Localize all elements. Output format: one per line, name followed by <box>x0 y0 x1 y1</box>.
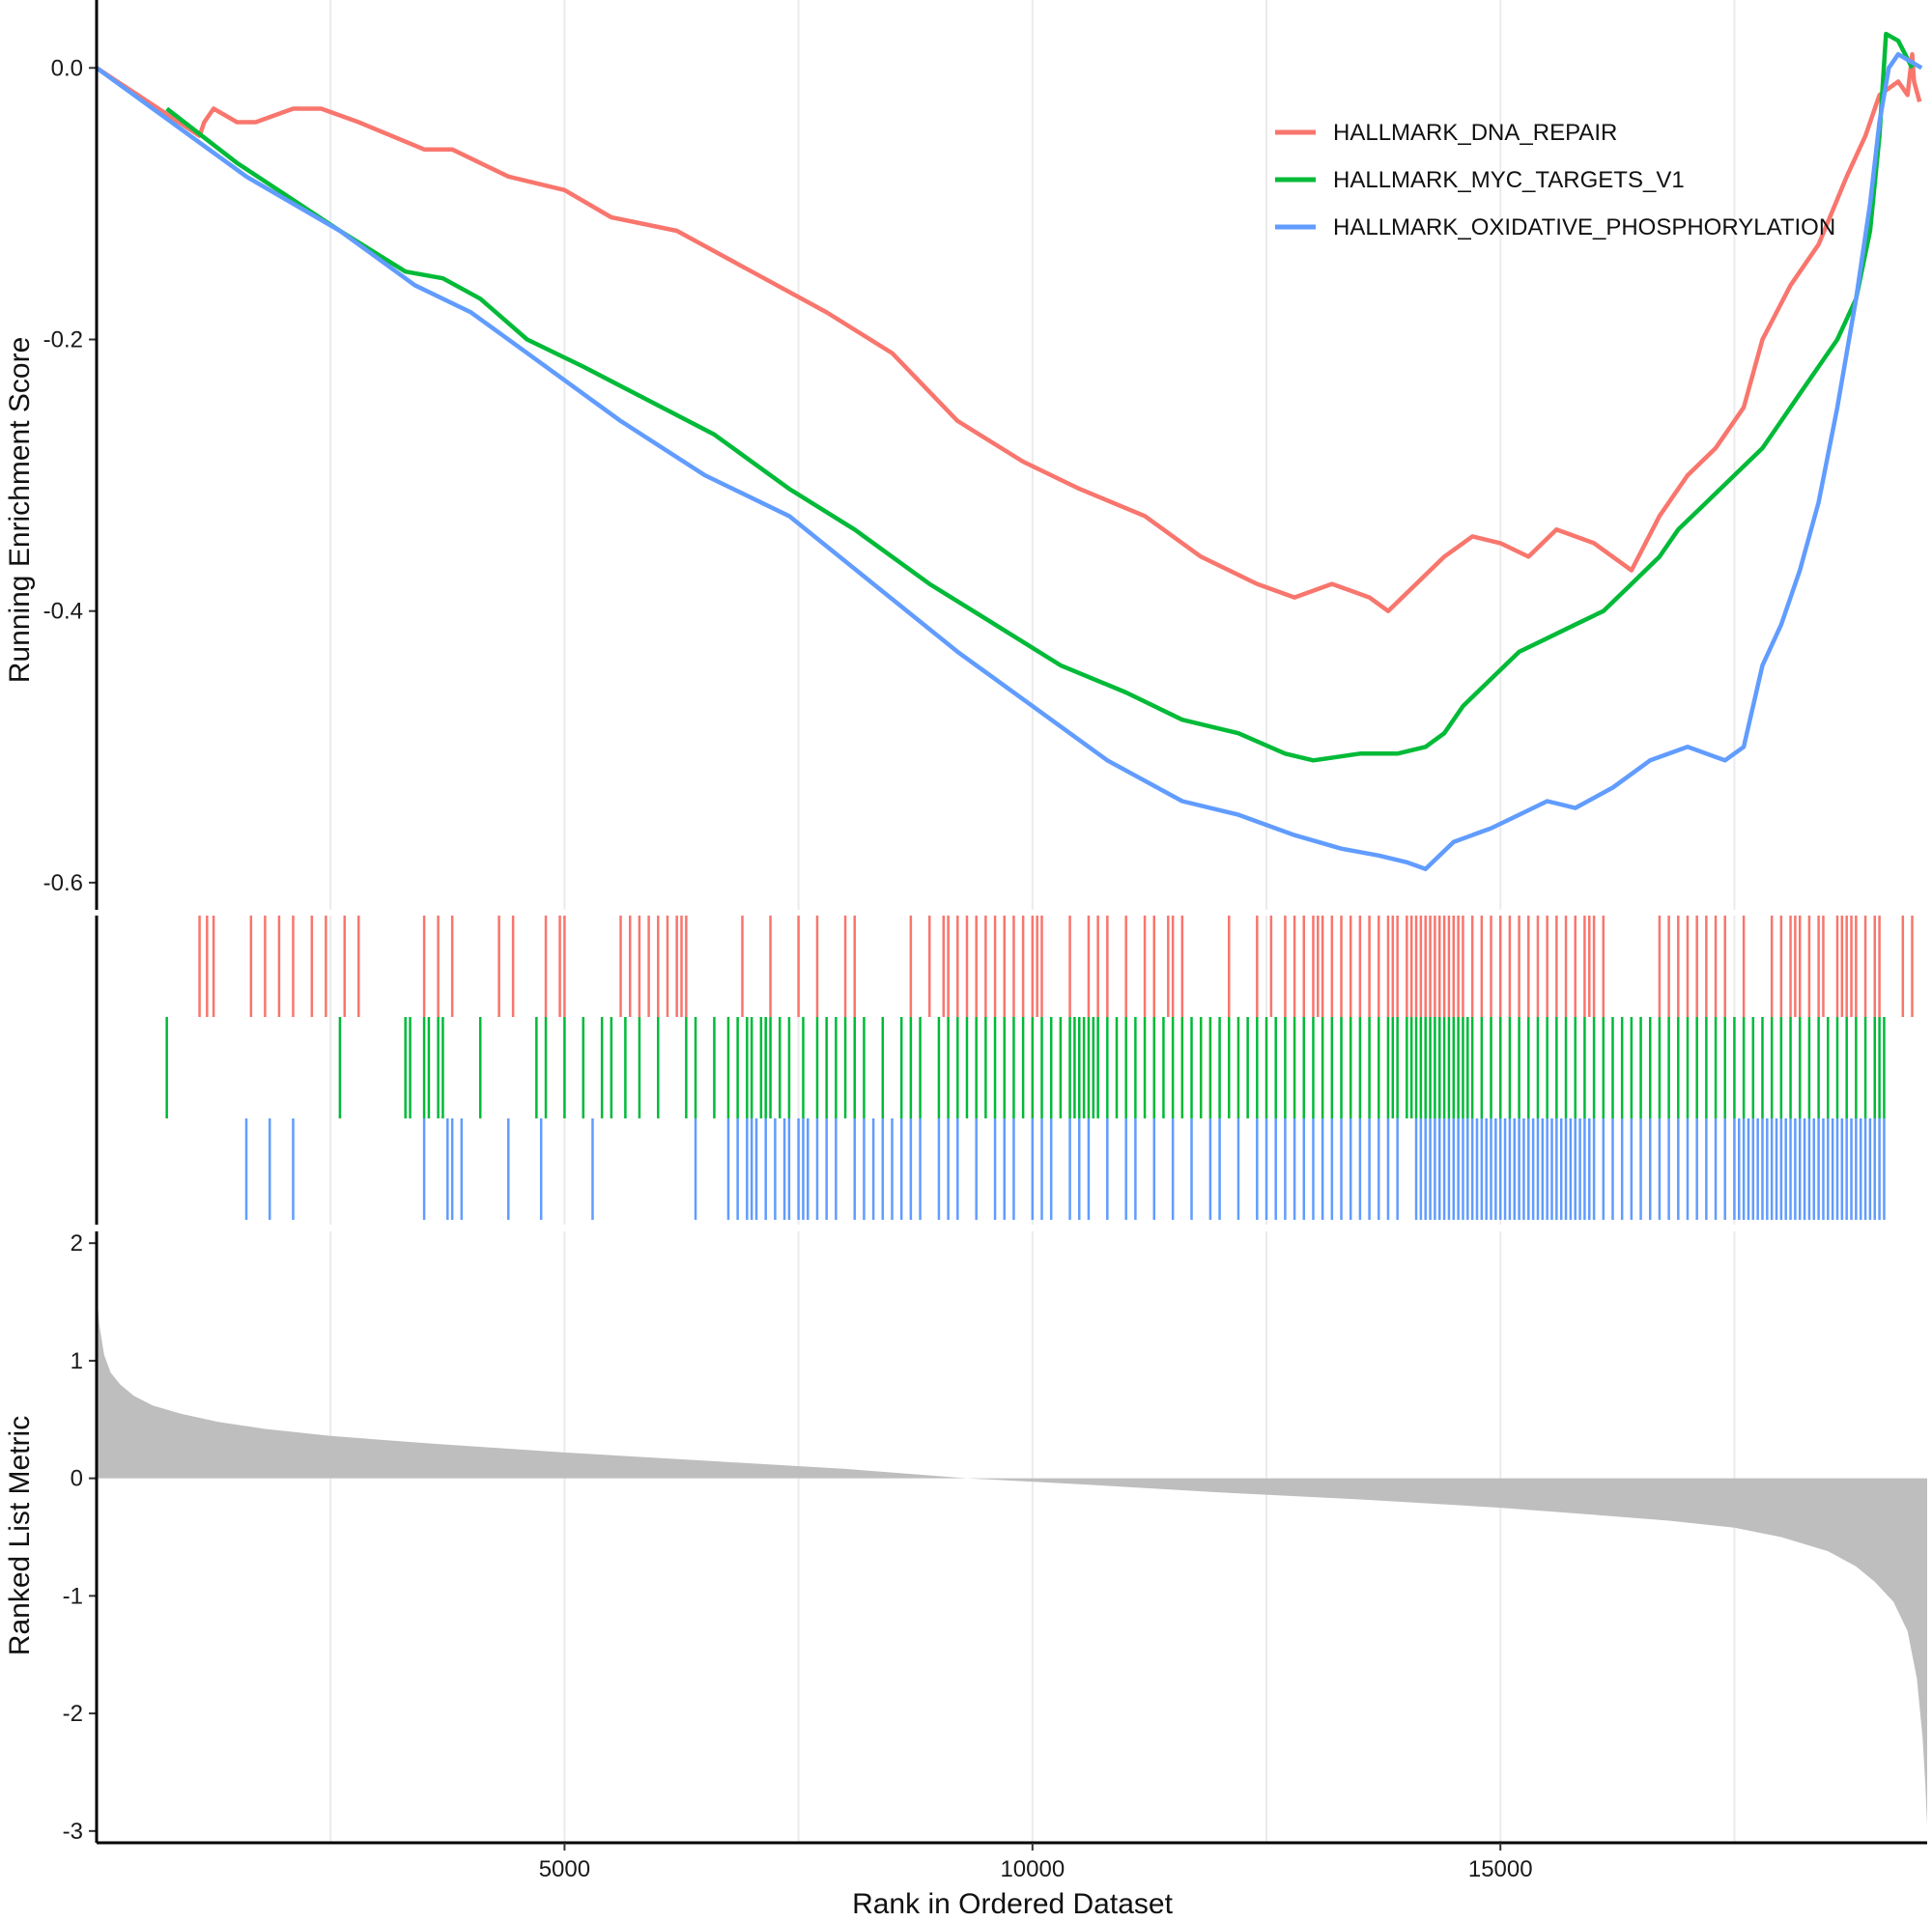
x-ticks: 5000 10000 15000 <box>539 1843 1533 1882</box>
es-y-axis-title: Running Enrichment Score <box>4 337 36 684</box>
es-y-tick-label: 0.0 <box>51 55 83 81</box>
enrichment-score-panel: 0.0-0.2-0.4-0.6 HALLMARK_DNA_REPAIRHALLM… <box>43 0 1923 910</box>
es-line <box>165 31 1915 763</box>
es-y-tick-label: -0.6 <box>43 870 83 896</box>
gene-hit-panel <box>95 916 1914 1225</box>
es-y-tick-label: -0.4 <box>43 599 83 625</box>
ranked-metric-panel: 2 1 0 -1 -2 -3 5000 10000 15000 <box>63 1230 1927 1882</box>
legend-label: HALLMARK_OXIDATIVE_PHOSPHORYLATION <box>1333 214 1835 240</box>
es-y-ticks: 0.0 -0.2 -0.4 -0.6 <box>43 55 97 896</box>
es-line <box>95 51 1922 613</box>
legend: HALLMARK_DNA_REPAIR HALLMARK_MYC_TARGETS_… <box>1275 120 1835 240</box>
legend-label: HALLMARK_DNA_REPAIR <box>1333 120 1617 146</box>
rank-gridlines <box>329 1231 1736 1843</box>
rank-y-ticks: 2 1 0 -1 -2 -3 <box>63 1230 97 1845</box>
rank-y-tick-label: -1 <box>63 1583 83 1609</box>
x-axis-title: Rank in Ordered Dataset <box>852 1888 1173 1920</box>
legend-label: HALLMARK_MYC_TARGETS_V1 <box>1333 167 1685 193</box>
es-y-tick-label: -0.2 <box>43 326 83 353</box>
rank-y-tick-label: 0 <box>71 1466 83 1492</box>
rank-y-tick-label: -3 <box>63 1819 83 1845</box>
rank-y-axis-title: Ranked List Metric <box>4 1416 36 1655</box>
x-tick-label: 15000 <box>1468 1856 1533 1882</box>
es-lines <box>95 31 1923 872</box>
rank-y-tick-label: 1 <box>71 1348 83 1374</box>
rank-y-tick-label: -2 <box>63 1701 83 1727</box>
gene-hit-marks <box>165 916 1914 1220</box>
rank-y-tick-label: 2 <box>71 1230 83 1257</box>
es-line <box>95 51 1923 872</box>
x-tick-label: 5000 <box>539 1856 590 1882</box>
x-tick-label: 10000 <box>1000 1856 1065 1882</box>
es-gridlines <box>329 0 1736 910</box>
